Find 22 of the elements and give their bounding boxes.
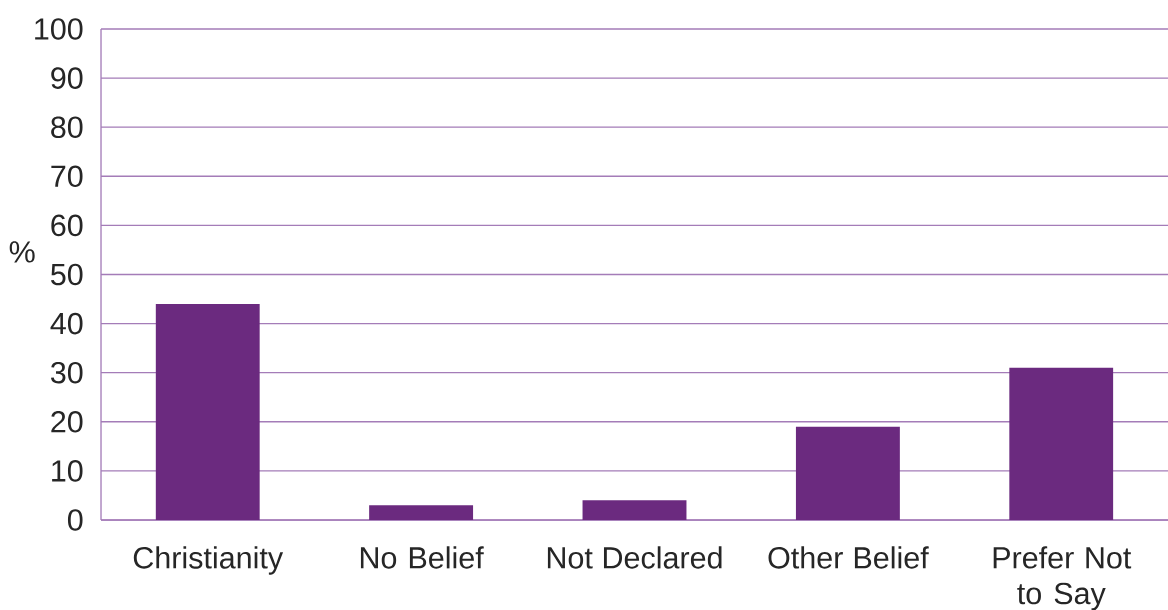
y-tick-label: 20 bbox=[51, 410, 83, 433]
x-tick-label: Christianity bbox=[133, 546, 284, 575]
x-tick-label: Not Declared bbox=[547, 546, 722, 569]
bar bbox=[1009, 367, 1114, 520]
y-tick-label: 0 bbox=[67, 509, 83, 531]
x-tick-label: Prefer Not to Say bbox=[993, 546, 1132, 610]
bar bbox=[155, 303, 260, 520]
y-axis-title: % bbox=[9, 241, 35, 263]
y-tick-label: 70 bbox=[51, 165, 83, 188]
y-tick-label: 50 bbox=[51, 263, 83, 286]
y-tick-label: 30 bbox=[50, 361, 83, 384]
bar bbox=[582, 500, 687, 520]
y-tick-label: 10 bbox=[52, 460, 83, 482]
x-tick-label: Other Belief bbox=[768, 546, 929, 569]
y-tick-label: 60 bbox=[51, 214, 83, 237]
y-tick-label: 40 bbox=[50, 312, 83, 335]
y-tick-label: 80 bbox=[51, 116, 83, 138]
y-tick-label: 100 bbox=[35, 18, 83, 40]
bar bbox=[369, 505, 474, 520]
x-tick-label: No Belief bbox=[360, 546, 484, 569]
bar bbox=[795, 426, 900, 520]
y-tick-label: 90 bbox=[51, 67, 83, 89]
